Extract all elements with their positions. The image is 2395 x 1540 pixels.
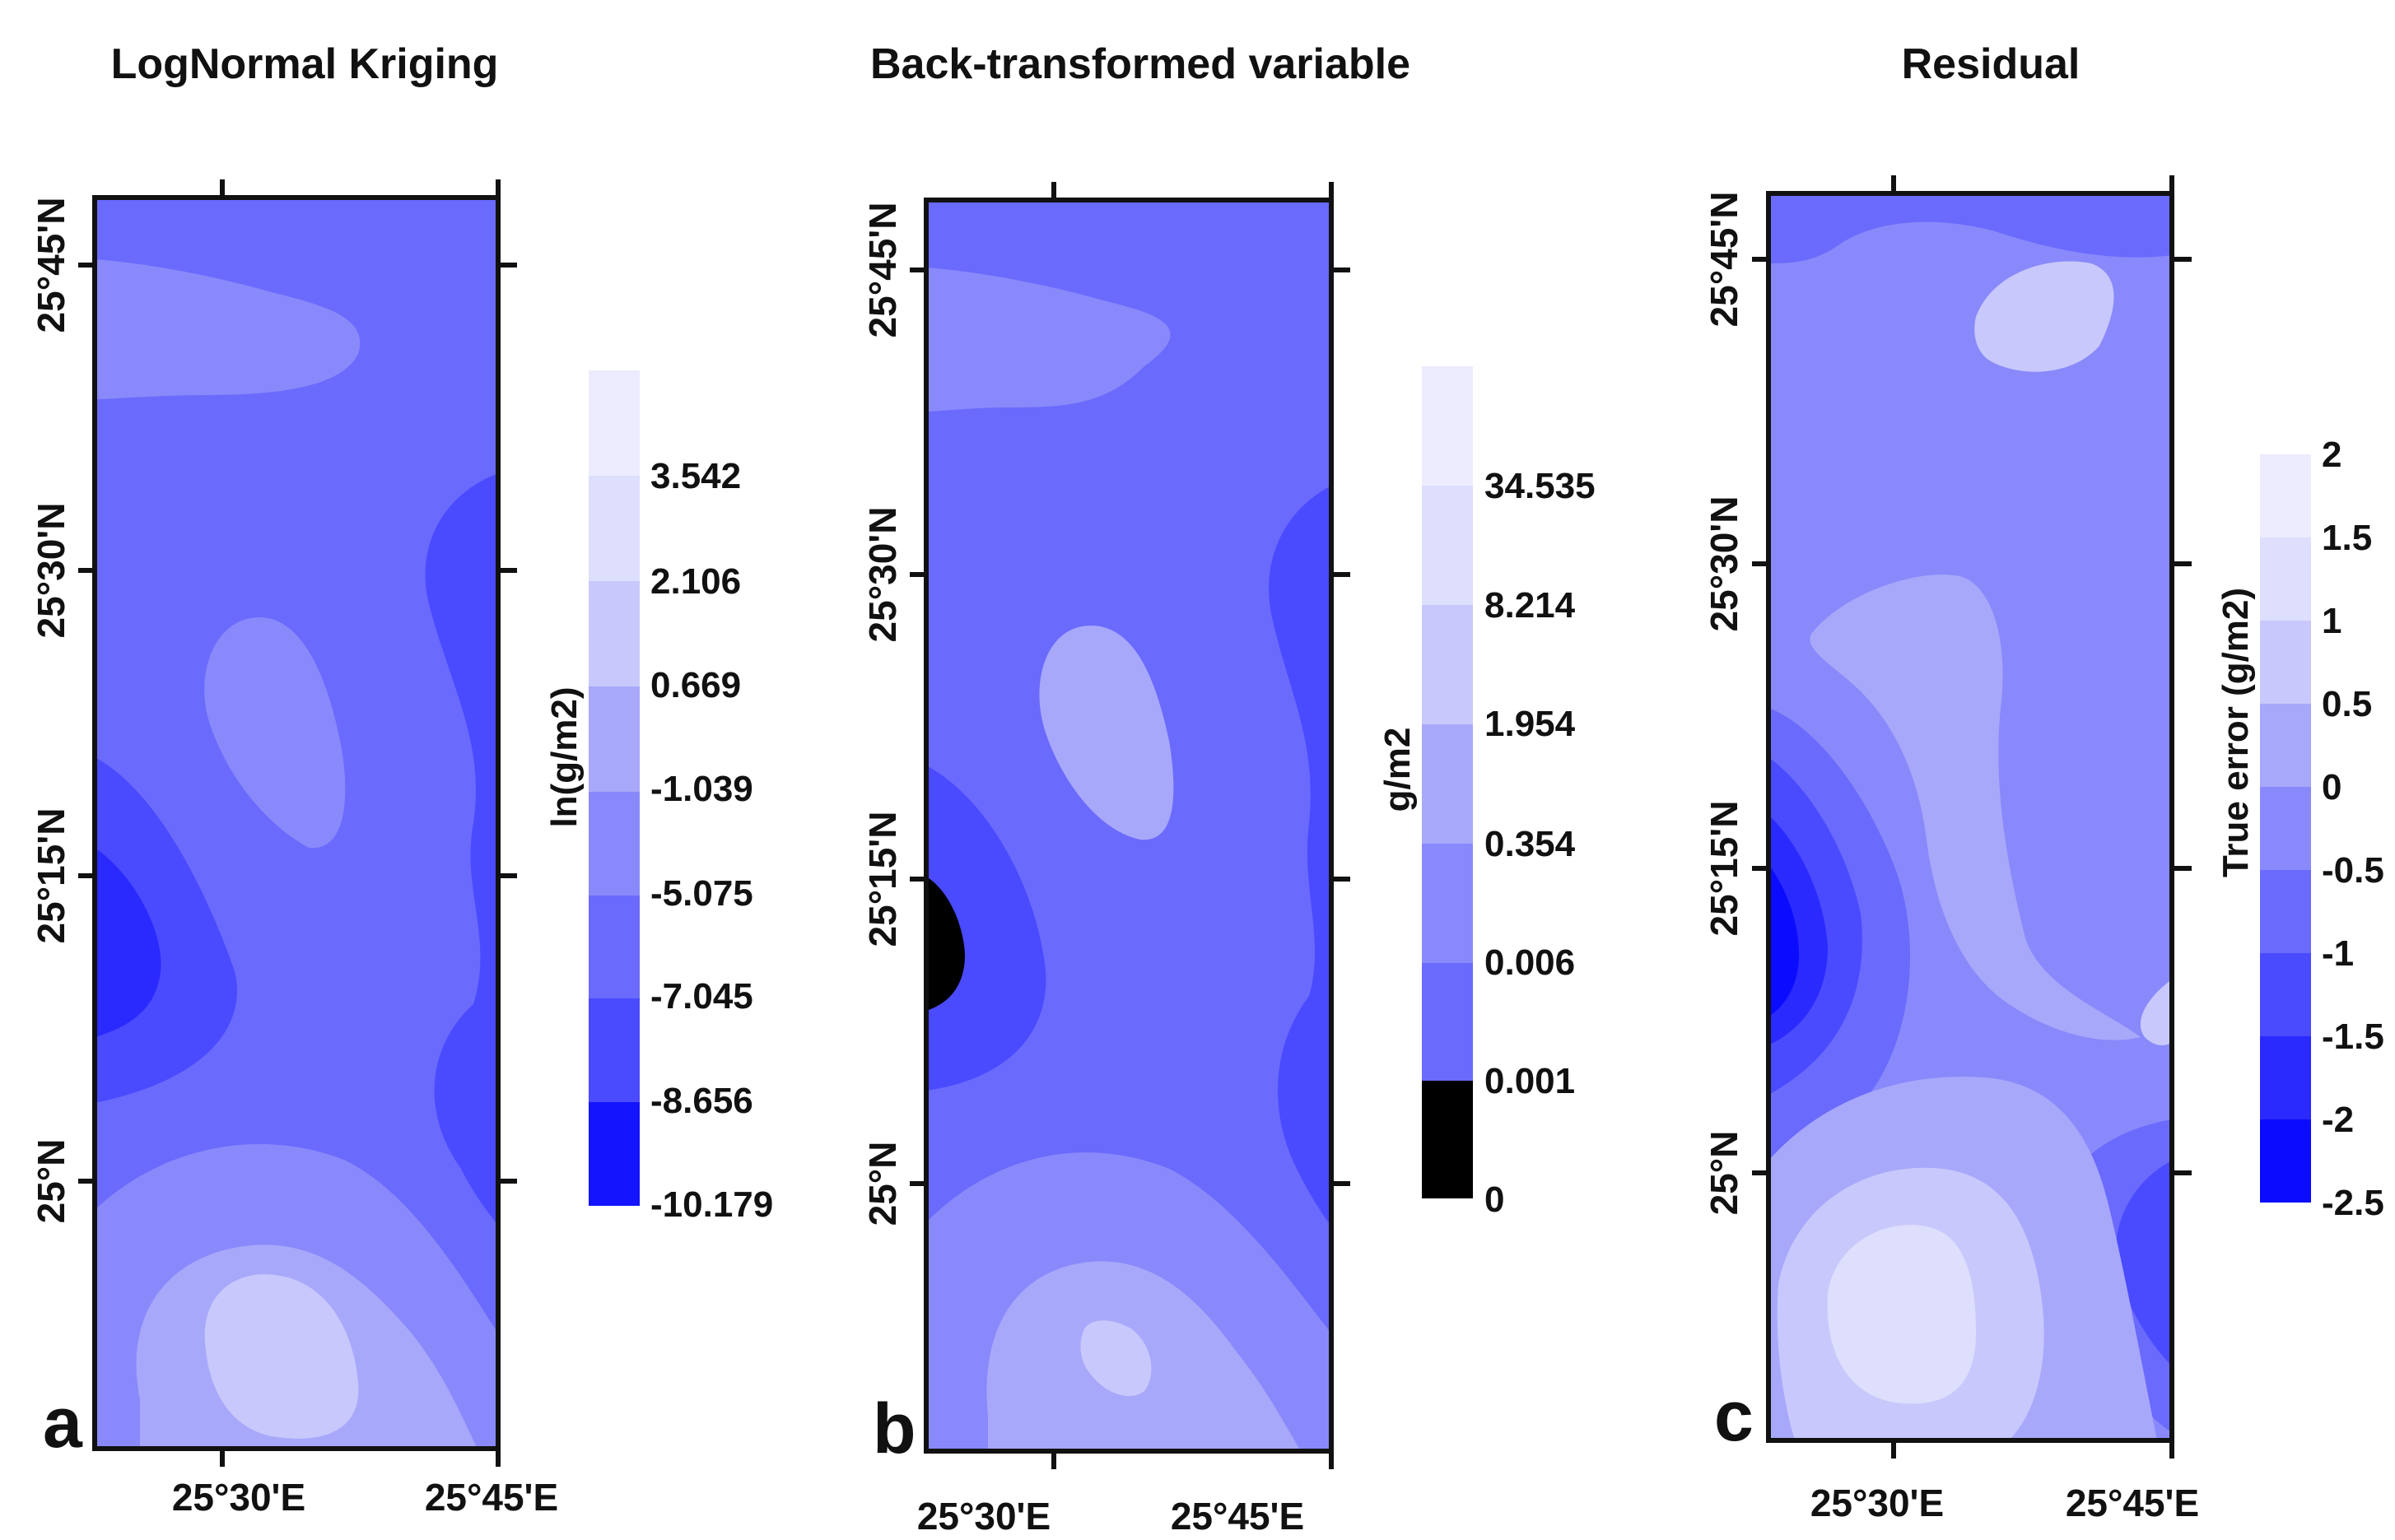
panel-b-left-low — [926, 765, 1046, 1091]
panel-b-bottom-3 — [1080, 1320, 1152, 1397]
panel-a-letter: a — [43, 1384, 83, 1463]
panel-b-top-high — [926, 268, 1171, 412]
panel-c-lon-tick: 25°45'E — [2066, 1482, 2199, 1524]
panel-a-lat-tick: 25°30'N — [30, 503, 72, 639]
panel-c-map — [1768, 193, 2172, 1440]
panel-c-lon-tick: 25°30'E — [1810, 1482, 1944, 1524]
panel-b-center-high — [1039, 626, 1174, 840]
panel-c-colorbar-tick: -1.5 — [2322, 1017, 2384, 1057]
panel-c-lat-tick: 25°N — [1703, 1131, 1745, 1216]
panel-c-lat-tick: 25°30'N — [1703, 496, 1745, 632]
panel-c-frame — [1766, 191, 2174, 1443]
panel-c-top-band — [1768, 193, 2172, 263]
panel-a-colorbar-tick: -8.656 — [650, 1081, 753, 1121]
panel-a-colorbar-tick: -5.075 — [650, 873, 753, 914]
panel-a-frame — [92, 195, 501, 1451]
panel-a-colorbar-tick: 3.542 — [650, 456, 741, 496]
panel-b-colorbar-tick: 0.006 — [1484, 942, 1575, 983]
panel-a-colorbar-label: ln(g/m2) — [544, 686, 585, 827]
panel-b-map — [926, 200, 1331, 1451]
panel-b-title: Back-transformed variable — [870, 40, 1410, 88]
panel-b-right-low — [1269, 486, 1331, 1226]
panel-a-lat-tick: 25°N — [30, 1139, 72, 1224]
panel-c-colorbar-tick: 0.5 — [2322, 684, 2372, 724]
panel-b-lat-tick: 25°30'N — [861, 507, 904, 643]
panel-b-letter: b — [873, 1389, 916, 1468]
panel-b-colorbar-tick: 0.354 — [1484, 824, 1576, 864]
panel-c-colorbar-tick: 2 — [2322, 435, 2341, 475]
panel-b-colorbar-tick: 0.001 — [1484, 1061, 1575, 1101]
panel-b-colorbar-tick: 8.214 — [1484, 585, 1576, 626]
panel-a-colorbar-tick: -1.039 — [650, 769, 753, 809]
panel-a-title: LogNormal Kriging — [111, 40, 499, 88]
panel-c-colorbar-tick: -0.5 — [2322, 850, 2384, 891]
panel-a-bottom-3 — [204, 1274, 359, 1439]
panel-a-lon-tick: 25°45'E — [425, 1476, 558, 1519]
panel-c-letter: c — [1714, 1377, 1754, 1456]
panel-b-colorbar-tick: 34.535 — [1484, 466, 1596, 506]
panel-a-center-high — [204, 617, 346, 849]
panel-a-colorbar-tick: -7.045 — [650, 976, 753, 1017]
panel-c-colorbar-tick: -1 — [2322, 933, 2354, 974]
panel-c: Residual 25°4 — [1703, 40, 2384, 1524]
panel-b-lat-tick: 25°15'N — [861, 812, 904, 947]
panel-c-colorbar-tick: 0 — [2322, 767, 2341, 807]
panel-b-nodata — [926, 877, 965, 1011]
panel-b-colorbar — [1422, 366, 1473, 1198]
panel-a-left-lower — [95, 848, 161, 1037]
panel-a-colorbar — [589, 370, 640, 1206]
panel-b-frame — [924, 198, 1334, 1454]
panel-c-colorbar — [2260, 454, 2311, 1203]
panel-c-bottom-3 — [1827, 1225, 1976, 1404]
panel-c-colorbar-tick: -2 — [2322, 1100, 2354, 1140]
panel-b-lon-tick: 25°30'E — [917, 1495, 1051, 1536]
panel-b-colorbar-label: g/m2 — [1377, 728, 1418, 812]
panel-a-lat-tick: 25°45'N — [30, 198, 72, 333]
panel-a-colorbar-tick: -10.179 — [650, 1184, 773, 1225]
panel-b-lon-tick: 25°45'E — [1171, 1495, 1304, 1536]
panel-c-right-blob — [2140, 979, 2172, 1045]
panel-c-colorbar-tick: -2.5 — [2322, 1183, 2384, 1223]
panel-a-map — [95, 198, 498, 1449]
panel-c-lat-tick: 25°45'N — [1703, 192, 1745, 328]
panel-a-lat-tick: 25°15'N — [30, 808, 72, 944]
panel-b-colorbar-tick: 1.954 — [1484, 704, 1576, 744]
panel-c-title: Residual — [1902, 40, 2080, 88]
panel-c-left-low-4 — [1768, 864, 1799, 1017]
panel-a-colorbar-tick: 2.106 — [650, 561, 741, 602]
panel-c-right-low-2 — [2116, 1161, 2172, 1366]
panel-b-lat-tick: 25°45'N — [861, 202, 904, 338]
panel-a: LogNormal Kriging 25°45'N 25°30'N 25°15'… — [30, 40, 773, 1519]
panel-b: Back-transformed variable 25°45'N 25°30'… — [861, 40, 1596, 1538]
panel-c-top-high — [1974, 261, 2114, 372]
panel-a-right-low — [425, 473, 498, 1226]
panel-a-colorbar-tick: 0.669 — [650, 665, 741, 705]
panel-b-colorbar-tick: 0 — [1484, 1179, 1504, 1220]
panel-c-mid-high — [1810, 575, 2141, 1040]
panel-b-lat-tick: 25°N — [861, 1142, 904, 1226]
panel-c-colorbar-label: True error (g/m2) — [2216, 588, 2256, 877]
panel-c-lat-tick: 25°15'N — [1703, 801, 1745, 937]
panel-a-lon-tick: 25°30'E — [172, 1476, 305, 1519]
panel-a-top-high — [95, 259, 361, 399]
panel-c-colorbar-tick: 1 — [2322, 601, 2341, 641]
panel-c-colorbar-tick: 1.5 — [2322, 518, 2372, 558]
